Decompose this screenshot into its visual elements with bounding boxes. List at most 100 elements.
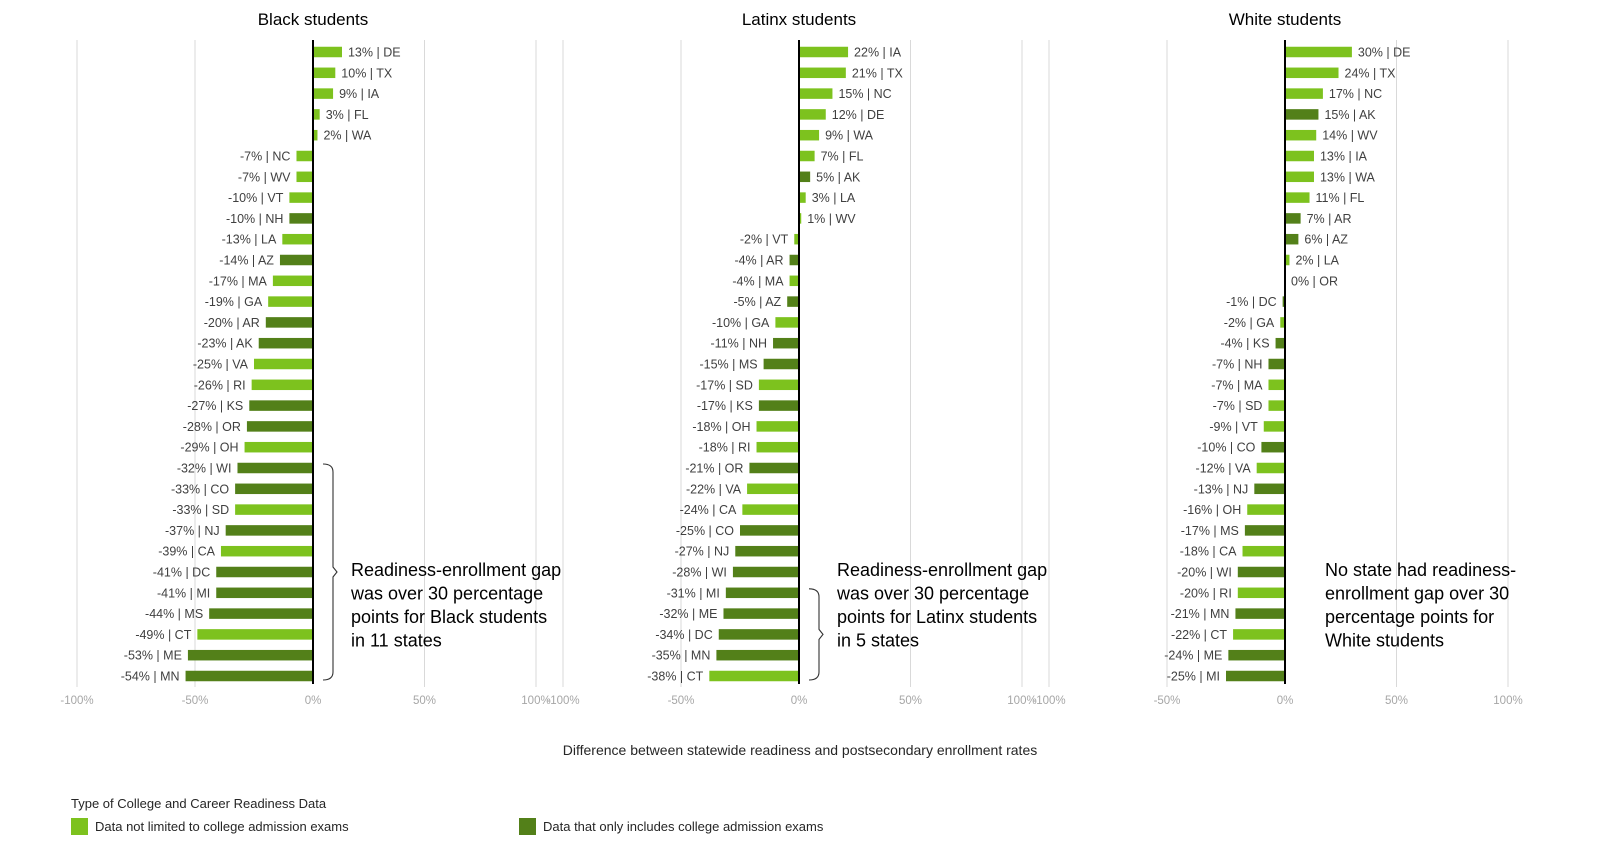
black-students-annotation-line: in 11 states bbox=[351, 631, 442, 651]
white-students-data-label-sd: -7% | SD bbox=[1213, 399, 1263, 413]
white-students-bar-tx bbox=[1285, 67, 1339, 79]
legend-swatch-exams bbox=[519, 818, 536, 835]
legend-label-exams: Data that only includes college admissio… bbox=[543, 819, 824, 834]
white-students-data-label-fl: 11% | FL bbox=[1316, 191, 1365, 205]
black-students-data-label-co: -33% | CO bbox=[171, 482, 229, 496]
white-students-tick-label: -100% bbox=[1032, 695, 1065, 707]
latinx-students-bar-dc bbox=[718, 629, 799, 640]
latinx-students-data-label-ak: 5% | AK bbox=[816, 170, 861, 184]
legend-title: Type of College and Career Readiness Dat… bbox=[71, 796, 327, 811]
legend-item-broad: Data not limited to college admission ex… bbox=[71, 818, 349, 835]
white-students-bar-ct bbox=[1233, 629, 1285, 640]
black-students-bar-ar bbox=[265, 317, 313, 328]
white-students-bar-ma bbox=[1268, 379, 1285, 391]
black-students-bar-or bbox=[246, 421, 313, 432]
white-students-data-label-vt: -9% | VT bbox=[1209, 420, 1258, 434]
black-students-data-label-fl: 3% | FL bbox=[326, 108, 369, 122]
legend-item-exams: Data that only includes college admissio… bbox=[519, 818, 823, 835]
white-students-data-label-dc: -1% | DC bbox=[1226, 295, 1276, 309]
x-axis-title: Difference between statewide readiness a… bbox=[562, 742, 1038, 758]
latinx-students-bar-nj bbox=[735, 545, 799, 557]
latinx-students-bar-nc bbox=[799, 88, 833, 99]
white-students-bar-fl bbox=[1285, 192, 1310, 203]
black-students-data-label-va: -25% | VA bbox=[193, 358, 249, 372]
latinx-students-data-label-me: -32% | ME bbox=[659, 607, 717, 621]
black-students-tick-label: 50% bbox=[413, 695, 436, 707]
black-students-data-label-vt: -10% | VT bbox=[228, 191, 284, 205]
latinx-students-bar-ia bbox=[799, 46, 849, 58]
white-students-bar-az bbox=[1285, 233, 1299, 245]
latinx-students-bar-de bbox=[799, 109, 826, 120]
white-students-bar-mi bbox=[1226, 670, 1285, 682]
latinx-students-bar-mn bbox=[716, 649, 799, 661]
black-students-annotation-line: was over 30 percentage bbox=[350, 584, 543, 604]
latinx-students-data-label-az: -5% | AZ bbox=[733, 295, 781, 309]
black-students-data-label-ct: -49% | CT bbox=[135, 628, 191, 642]
black-students-bar-az bbox=[279, 254, 313, 266]
latinx-students-data-label-ca: -24% | CA bbox=[680, 503, 737, 517]
latinx-students-data-label-nh: -11% | NH bbox=[711, 337, 768, 351]
latinx-students-data-label-dc: -34% | DC bbox=[655, 628, 712, 642]
latinx-students-data-label-va: -22% | VA bbox=[686, 482, 742, 496]
latinx-students-title: Latinx students bbox=[742, 10, 856, 29]
latinx-students-data-label-wv: 1% | WV bbox=[807, 212, 856, 226]
latinx-students-bar-ga bbox=[775, 317, 799, 328]
white-students-bar-ca bbox=[1242, 545, 1285, 557]
white-students-data-label-la: 2% | LA bbox=[1295, 254, 1339, 268]
white-students-bar-de bbox=[1285, 46, 1352, 58]
black-students-data-label-nh: -10% | NH bbox=[226, 212, 283, 226]
black-students-bar-me bbox=[187, 649, 313, 661]
legend-label-broad: Data not limited to college admission ex… bbox=[95, 819, 349, 834]
black-students-bar-dc bbox=[216, 566, 313, 578]
legend-swatch-broad bbox=[71, 818, 88, 835]
black-students-data-label-ks: -27% | KS bbox=[187, 399, 243, 413]
white-students-bar-dc bbox=[1282, 296, 1285, 307]
white-students-bar-ga bbox=[1280, 317, 1285, 328]
white-students-bar-vt bbox=[1263, 421, 1285, 432]
latinx-students-annotation-line: points for Latinx students bbox=[837, 607, 1037, 627]
latinx-students-data-label-co: -25% | CO bbox=[676, 524, 734, 538]
black-students-data-label-sd: -33% | SD bbox=[172, 503, 229, 517]
black-students-bar-mn bbox=[185, 670, 313, 682]
black-students-bar-ms bbox=[209, 608, 313, 619]
black-students-bar-la bbox=[282, 233, 313, 245]
white-students-bar-oh bbox=[1247, 504, 1285, 515]
black-students-tick-label: 0% bbox=[305, 695, 322, 707]
latinx-students-data-label-ar: -4% | AR bbox=[734, 254, 783, 268]
latinx-students-data-label-ri: -18% | RI bbox=[699, 441, 751, 455]
latinx-students-bar-ca bbox=[742, 504, 799, 515]
black-students-data-label-ia: 9% | IA bbox=[339, 87, 380, 101]
black-students-data-label-wa: 2% | WA bbox=[323, 129, 372, 143]
latinx-students-data-label-or: -21% | OR bbox=[685, 462, 743, 476]
white-students-data-label-tx: 24% | TX bbox=[1345, 66, 1397, 80]
white-students-data-label-ia: 13% | IA bbox=[1320, 150, 1368, 164]
latinx-students-annotation-line: in 5 states bbox=[837, 631, 919, 651]
white-students-data-label-az: 6% | AZ bbox=[1304, 233, 1348, 247]
chart-canvas: Black students -100% -50% 0% 50% 100% 13% | DE… bbox=[60, 10, 1522, 707]
latinx-students-bar-wa bbox=[799, 129, 820, 141]
white-students-data-label-nh: -7% | NH bbox=[1212, 358, 1262, 372]
white-students-tick-label: 0% bbox=[1277, 695, 1294, 707]
black-students-data-label-az: -14% | AZ bbox=[219, 254, 274, 268]
white-students-bar-ia bbox=[1285, 150, 1314, 162]
black-students-data-label-ga: -19% | GA bbox=[205, 295, 263, 309]
white-students-data-label-wv: 14% | WV bbox=[1322, 129, 1378, 143]
latinx-students-bar-wv bbox=[799, 213, 802, 224]
black-students-bar-ak bbox=[258, 337, 313, 349]
white-students-bar-nh bbox=[1268, 358, 1285, 370]
white-students-bar-ak bbox=[1285, 109, 1319, 120]
white-students-bar-mn bbox=[1235, 608, 1285, 619]
white-students-annotation-line: percentage points for bbox=[1325, 607, 1494, 627]
latinx-students-bar-ma bbox=[789, 275, 799, 287]
black-students-data-label-tx: 10% | TX bbox=[341, 66, 393, 80]
latinx-students-data-label-ia: 22% | IA bbox=[854, 46, 902, 60]
black-students-bar-vt bbox=[289, 192, 313, 203]
latinx-students-data-label-oh: -18% | OH bbox=[692, 420, 750, 434]
white-students-tick-label: 100% bbox=[1493, 695, 1522, 707]
black-students-tick-label: -100% bbox=[60, 695, 93, 707]
white-students-title: White students bbox=[1229, 10, 1341, 29]
black-students-data-label-nc: -7% | NC bbox=[240, 150, 290, 164]
white-students-data-label-mn: -21% | MN bbox=[1171, 607, 1230, 621]
latinx-students-annotation-line: was over 30 percentage bbox=[836, 584, 1029, 604]
white-students-bar-wa bbox=[1285, 171, 1314, 183]
